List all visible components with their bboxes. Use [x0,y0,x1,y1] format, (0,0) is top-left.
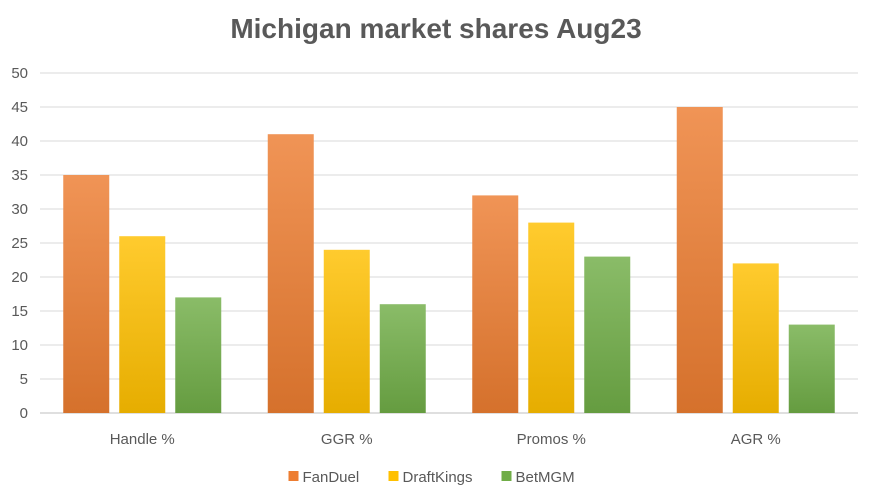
y-tick-label: 10 [11,337,28,354]
chart-title: Michigan market shares Aug23 [230,13,641,44]
y-tick-label: 5 [20,371,28,388]
legend-label: BetMGM [516,469,575,486]
legend: FanDuel DraftKings BetMGM [288,469,575,486]
bar-betmgm-0 [175,297,222,413]
x-tick-label: Promos % [517,431,586,448]
y-tick-label: 35 [11,167,28,184]
y-axis-tick-labels: 0 5 10 15 20 25 30 35 40 45 50 [11,65,28,422]
y-tick-label: 25 [11,235,28,252]
legend-swatch [501,471,512,481]
bar-draftkings-0 [119,236,166,413]
bar-draftkings-2 [528,222,575,413]
bar-draftkings-1 [323,249,370,413]
x-axis-tick-labels: Handle % GGR % Promos % AGR % [110,431,781,448]
y-tick-label: 0 [20,405,28,422]
y-tick-label: 50 [11,65,28,82]
bar-fanduel-3 [676,107,723,413]
x-tick-label: Handle % [110,431,175,448]
bar-fanduel-0 [63,175,110,413]
bar-draftkings-3 [732,263,779,413]
bar-betmgm-1 [379,304,426,413]
bar-betmgm-3 [788,324,835,413]
bar-betmgm-2 [584,256,631,413]
bar-fanduel-1 [267,134,314,413]
y-tick-label: 30 [11,201,28,218]
bar-fanduel-2 [472,195,519,413]
y-tick-label: 20 [11,269,28,286]
legend-swatch [388,471,399,481]
legend-item-fanduel: FanDuel [288,469,360,486]
legend-item-draftkings: DraftKings [388,469,473,486]
legend-label: DraftKings [403,469,473,486]
y-tick-label: 15 [11,303,28,320]
legend-item-betmgm: BetMGM [501,469,575,486]
y-tick-label: 45 [11,99,28,116]
bars [63,107,835,413]
legend-swatch [288,471,299,481]
y-tick-label: 40 [11,133,28,150]
legend-label: FanDuel [303,469,360,486]
x-tick-label: GGR % [321,431,373,448]
x-tick-label: AGR % [731,431,781,448]
